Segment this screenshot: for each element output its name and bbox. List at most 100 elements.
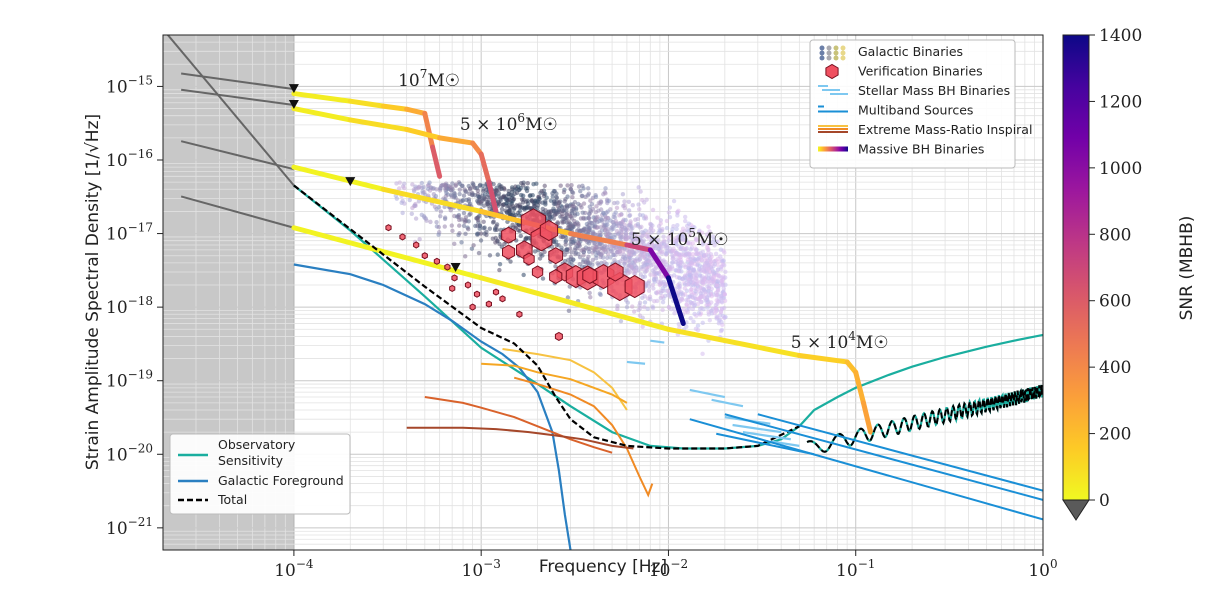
galactic-binary-point xyxy=(497,182,502,188)
colorbar-tick-label: 800 xyxy=(1099,225,1131,245)
galactic-binary-point xyxy=(497,267,502,273)
galactic-binary-point xyxy=(603,191,608,196)
mbhb-track-segment xyxy=(796,353,850,365)
mbhb-track-segment xyxy=(478,275,671,332)
galactic-binary-point xyxy=(515,203,521,209)
verification-binary-marker xyxy=(531,265,544,279)
galactic-binary-point xyxy=(428,219,433,225)
galactic-binary-point xyxy=(721,274,726,279)
galactic-binary-point xyxy=(583,194,588,199)
galactic-binary-point xyxy=(707,283,712,289)
galactic-binary-point xyxy=(590,257,596,263)
y-tick-label-2: 10−19 xyxy=(106,368,153,392)
legend-main-label: Massive BH Binaries xyxy=(858,142,984,157)
galactic-binary-point xyxy=(632,231,637,237)
legend-galactic-dot xyxy=(826,45,832,51)
series-line xyxy=(424,396,613,454)
galactic-binary-point xyxy=(706,250,711,255)
galactic-binary-point xyxy=(556,243,561,248)
mass-annotation-3-base: 10 xyxy=(827,333,849,353)
galactic-binary-point xyxy=(534,181,539,186)
verification-binary-marker xyxy=(413,241,420,249)
galactic-binary-point xyxy=(540,276,546,281)
verification-binary-marker xyxy=(539,219,559,242)
colorbar-tick-label: 400 xyxy=(1099,358,1131,378)
mass-annotation-3-exp: 4 xyxy=(848,329,856,343)
galactic-binary-point xyxy=(559,211,565,217)
galactic-binary-point xyxy=(438,213,443,219)
galactic-binary-point xyxy=(626,199,632,205)
galactic-binary-point xyxy=(419,180,425,186)
galactic-binary-point xyxy=(537,256,543,261)
galactic-binary-point xyxy=(580,210,585,215)
galactic-binary-point xyxy=(638,306,643,311)
y-tick-label-3: 10−18 xyxy=(106,294,153,318)
galactic-binary-point xyxy=(487,226,493,231)
y-tick-label-1-base: 10 xyxy=(106,445,128,465)
colorbar-extend-triangle xyxy=(1062,499,1090,521)
galactic-binary-point xyxy=(688,316,693,321)
galactic-binary-point xyxy=(652,299,657,304)
galactic-binary-point xyxy=(718,309,724,314)
galactic-binary-point xyxy=(619,224,625,229)
galactic-binary-point xyxy=(682,286,687,291)
galactic-binary-point xyxy=(476,250,482,256)
galactic-binary-point xyxy=(719,282,725,288)
galactic-binary-point xyxy=(645,252,650,257)
x-axis-label: Frequency [Hz] xyxy=(539,557,667,577)
mass-annotation-1-exp: 6 xyxy=(517,111,525,125)
galactic-binary-point xyxy=(642,269,648,275)
galactic-binary-point xyxy=(677,260,683,265)
galactic-binary-point xyxy=(493,235,498,241)
galactic-binary-point xyxy=(532,249,538,254)
galactic-binary-point xyxy=(722,292,728,297)
galactic-binary-point xyxy=(497,201,502,207)
galactic-binary-point xyxy=(611,220,616,225)
colorbar-tick-label: 1200 xyxy=(1099,92,1142,112)
galactic-binary-point xyxy=(460,197,466,203)
mbhb-track-segment xyxy=(291,106,353,123)
galactic-binary-point xyxy=(621,235,626,240)
x-tick-label-1-exp: −3 xyxy=(483,557,501,571)
galactic-binary-point xyxy=(705,305,710,310)
galactic-binary-point xyxy=(660,307,665,313)
galactic-binary-point xyxy=(721,258,726,263)
legend-galactic-dot xyxy=(840,45,846,51)
galactic-binary-point xyxy=(409,211,415,216)
galactic-binary-point xyxy=(643,214,648,219)
galactic-binary-point xyxy=(443,186,448,191)
galactic-binary-point xyxy=(456,214,461,219)
galactic-binary-point xyxy=(450,228,455,234)
mass-annotation-2-unit: M☉ xyxy=(696,230,729,250)
legend-main-label: Verification Binaries xyxy=(858,64,983,79)
galactic-binary-point xyxy=(634,249,640,254)
galactic-binary-point xyxy=(540,253,545,258)
galactic-binary-point xyxy=(678,291,684,297)
series-line xyxy=(481,362,628,404)
galactic-binary-point xyxy=(570,190,576,196)
mass-annotation-1-base: 10 xyxy=(496,115,518,135)
galactic-binary-point xyxy=(467,187,473,192)
galactic-binary-point xyxy=(521,272,526,278)
galactic-binary-point xyxy=(634,265,639,270)
colorbar-label: SNR (MBHB) xyxy=(1177,216,1197,321)
legend-hexagon-icon xyxy=(825,63,839,80)
galactic-binary-point xyxy=(702,265,707,270)
galactic-binary-point xyxy=(600,219,605,224)
galactic-binary-point xyxy=(623,217,628,223)
galactic-binary-point xyxy=(568,224,573,229)
galactic-binary-point xyxy=(413,216,419,221)
galactic-binary-point xyxy=(569,183,574,188)
y-tick-label-6-exp: −15 xyxy=(128,73,153,87)
galactic-binary-point xyxy=(452,190,457,196)
galactic-binary-point xyxy=(623,298,629,303)
galactic-binary-point xyxy=(646,280,651,286)
galactic-binary-point xyxy=(685,257,691,262)
legend-main-label: Stellar Mass BH Binaries xyxy=(858,83,1010,98)
galactic-binary-point xyxy=(687,251,692,257)
legend-sensitivity-label: Total xyxy=(217,492,247,507)
galactic-binary-point xyxy=(504,201,509,206)
galactic-binary-point xyxy=(463,215,469,220)
galactic-binary-point xyxy=(713,251,719,257)
galactic-binary-point xyxy=(466,219,471,224)
